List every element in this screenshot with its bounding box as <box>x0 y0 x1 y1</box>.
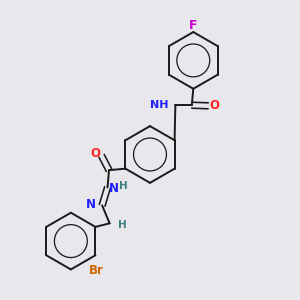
Text: O: O <box>90 147 100 160</box>
Text: F: F <box>189 19 197 32</box>
Text: O: O <box>210 99 220 112</box>
Text: NH: NH <box>150 100 168 110</box>
Text: H: H <box>118 220 127 230</box>
Text: Br: Br <box>88 264 104 277</box>
Text: N: N <box>109 182 119 195</box>
Text: H: H <box>119 181 128 191</box>
Text: N: N <box>85 198 96 211</box>
